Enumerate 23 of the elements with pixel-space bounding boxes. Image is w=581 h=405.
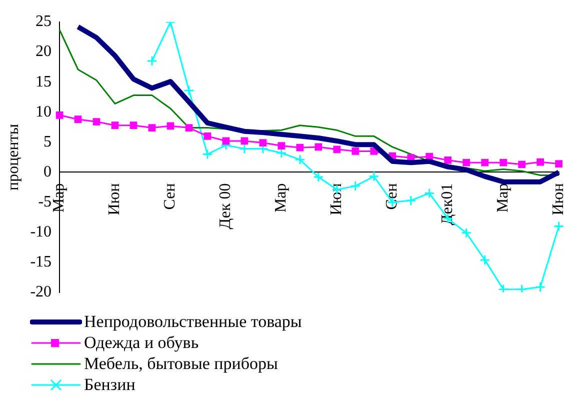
- y-tick-label: 0: [44, 163, 52, 180]
- x-tick-label: Мар: [494, 183, 512, 213]
- x-tick-label: Дек01: [439, 183, 456, 226]
- legend-label: Одежда и обувь: [84, 332, 199, 352]
- y-tick-label: 15: [36, 73, 52, 90]
- y-tick-label: 20: [36, 43, 52, 60]
- y-tick-label: 25: [36, 13, 52, 30]
- y-tick-label: 10: [36, 103, 52, 120]
- y-axis-title: проценты: [4, 124, 22, 190]
- legend-label: Мебель, бытовые приборы: [84, 354, 278, 374]
- legend-label: Непродовольственные товары: [84, 312, 302, 332]
- legend-label: Бензин: [84, 374, 136, 394]
- x-tick-label: Сен: [384, 182, 401, 210]
- y-tick-label: -15: [30, 254, 52, 271]
- x-tick-label: Мар: [272, 183, 290, 213]
- y-tick-label: -20: [30, 284, 52, 301]
- y-tick-label: -5: [38, 193, 52, 210]
- x-tick-label: Июн: [550, 182, 568, 216]
- y-tick-label: 5: [44, 133, 52, 150]
- y-tick-label: -10: [30, 224, 52, 241]
- x-tick-label: Дек 00: [217, 183, 234, 230]
- x-tick-label: Сен: [162, 182, 179, 210]
- x-tick-label: Июн: [106, 182, 124, 216]
